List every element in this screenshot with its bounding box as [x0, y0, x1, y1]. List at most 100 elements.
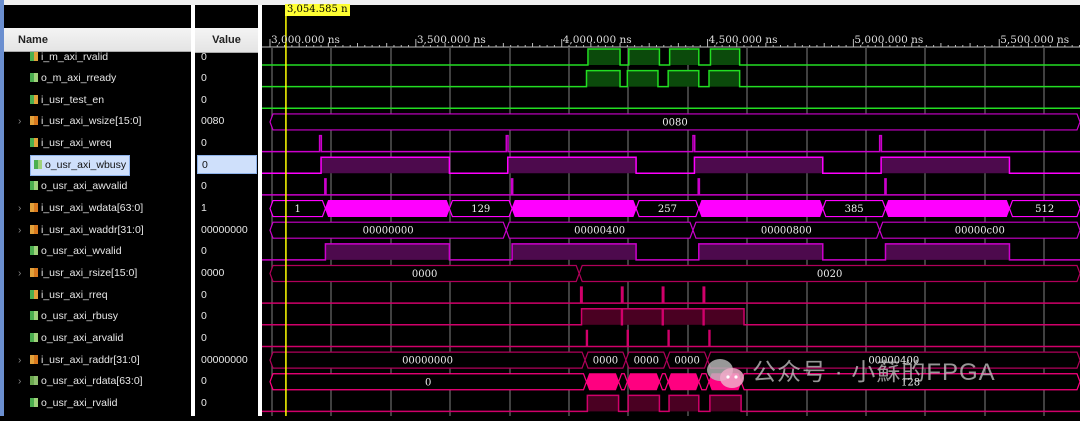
signal-row-o-usr-axi-wbusy[interactable]: o_usr_axi_wbusy: [30, 154, 131, 176]
signal-value: 0: [201, 331, 207, 344]
expand-chevron-icon[interactable]: ›: [18, 376, 22, 388]
signal-name: i_usr_axi_waddr[31:0]: [41, 223, 144, 236]
wire-output-icon: [30, 311, 38, 321]
signal-value: 0: [201, 50, 207, 63]
signal-row-o-usr-axi-rdata[interactable]: › o_usr_axi_rdata[63:0]: [18, 371, 143, 392]
svg-text:00000000: 00000000: [402, 356, 453, 367]
expand-chevron-icon[interactable]: ›: [18, 268, 22, 279]
bus-input-icon: [30, 116, 38, 126]
signal-row-o-usr-axi-rvalid[interactable]: o_usr_axi_rvalid: [30, 393, 117, 414]
signal-name: i_usr_axi_rsize[15:0]: [41, 267, 138, 279]
signal-row-o-usr-axi-awvalid[interactable]: o_usr_axi_awvalid: [30, 176, 127, 197]
expand-chevron-icon[interactable]: ›: [18, 354, 22, 366]
signal-name: i_usr_axi_wdata[63:0]: [41, 202, 144, 215]
signal-name: i_usr_axi_wsize[15:0]: [41, 115, 142, 128]
timeline-label: 5,500.000 ns: [1000, 34, 1070, 46]
signal-row-i-usr-axi-wsize[interactable]: › i_usr_axi_wsize[15:0]: [18, 111, 142, 132]
signal-row-i-usr-axi-rreq[interactable]: i_usr_axi_rreq: [30, 285, 108, 306]
wire-output-icon: [30, 397, 38, 407]
timeline-label: 4,500.000 ns: [708, 34, 778, 46]
bus-input-icon: [30, 268, 38, 277]
svg-text:0000: 0000: [634, 356, 659, 367]
bus-input-icon: [30, 354, 38, 364]
signal-value: 0: [201, 310, 207, 323]
window-top-bar: [0, 0, 1080, 5]
signal-value: 00000000: [201, 353, 248, 366]
wire-output-icon: [34, 159, 42, 169]
svg-text:1: 1: [295, 204, 301, 215]
wave-trace-o_usr_axi_rvalid: [262, 394, 1080, 413]
signal-row-i-usr-test-en[interactable]: i_usr_test_en: [30, 90, 104, 111]
signal-value: 0: [201, 137, 207, 150]
svg-text:0080: 0080: [662, 117, 687, 128]
cursor-time-label[interactable]: 3,054.585 n: [285, 4, 350, 16]
wire-output-icon: [30, 332, 38, 342]
expand-chevron-icon[interactable]: ›: [18, 224, 22, 236]
signal-value-panel: [195, 5, 258, 416]
timeline-label: 3,500.000 ns: [416, 34, 486, 46]
wave-trace-o_usr_axi_awvalid: [262, 178, 1080, 196]
signal-row-o-usr-axi-wvalid[interactable]: o_usr_axi_wvalid: [30, 241, 122, 262]
signal-value: 00000000: [201, 223, 248, 236]
signal-row-i-usr-axi-waddr[interactable]: › i_usr_axi_waddr[31:0]: [18, 220, 144, 241]
signal-value: 0080: [201, 115, 225, 128]
name-value-splitter[interactable]: [191, 5, 195, 416]
svg-text:129: 129: [471, 204, 490, 215]
signal-value: 0000: [201, 267, 225, 279]
signal-name: o_usr_axi_arvalid: [41, 331, 124, 344]
signal-name: o_usr_axi_rbusy: [41, 310, 119, 323]
bus-input-icon: [30, 224, 38, 234]
signal-name: i_usr_axi_raddr[31:0]: [41, 353, 140, 366]
expand-chevron-icon[interactable]: ›: [18, 116, 22, 128]
svg-text:0000: 0000: [593, 356, 618, 367]
value-wave-splitter[interactable]: [258, 5, 262, 416]
window-left-edge: [0, 0, 4, 416]
svg-text:0000: 0000: [674, 356, 699, 367]
signal-row-i-usr-axi-rsize[interactable]: › i_usr_axi_rsize[15:0]: [18, 263, 138, 284]
signal-name: o_usr_axi_awvalid: [41, 180, 128, 193]
wave-trace-o_usr_axi_rbusy: [262, 308, 1080, 326]
wire-input-icon: [30, 94, 38, 104]
signal-row-i-usr-axi-wdata[interactable]: › i_usr_axi_wdata[63:0]: [18, 198, 144, 219]
svg-text:128: 128: [901, 377, 920, 388]
wave-trace-o_m_axi_rready: [262, 69, 1080, 88]
bus-input-icon: [30, 203, 38, 213]
watermark-text: 公众号 · 小蘇的FPGA: [752, 359, 996, 386]
signal-value: 0: [201, 93, 207, 106]
svg-text:385: 385: [845, 204, 864, 215]
signal-row-i-usr-axi-raddr[interactable]: › i_usr_axi_raddr[31:0]: [18, 350, 140, 371]
svg-text:512: 512: [1035, 204, 1054, 215]
signal-row-i-usr-axi-wreq[interactable]: i_usr_axi_wreq: [30, 133, 112, 154]
signal-value: 0: [201, 72, 207, 85]
signal-value: 0: [197, 154, 257, 174]
expand-chevron-icon[interactable]: ›: [18, 203, 22, 215]
wire-input-icon: [30, 138, 38, 148]
svg-text:257: 257: [658, 204, 677, 215]
wave-trace-o_usr_axi_arvalid: [262, 329, 1080, 348]
timeline-label: 5,000.000 ns: [854, 34, 924, 46]
signal-name: i_usr_axi_wreq: [41, 137, 112, 150]
value-column-header[interactable]: Value: [195, 28, 258, 53]
svg-text:00000000: 00000000: [363, 226, 414, 237]
svg-text:00000400: 00000400: [868, 356, 919, 367]
signal-value: 0: [201, 288, 207, 301]
signal-row-o-usr-axi-rbusy[interactable]: o_usr_axi_rbusy: [30, 306, 118, 327]
waveform-canvas[interactable]: 0080 1 129 257 385 512 00000000 00000400 0000080…: [262, 5, 1080, 416]
wire-input-icon: [30, 51, 38, 61]
wire-output-icon: [30, 73, 38, 83]
signal-name: o_m_axi_rready: [41, 72, 117, 85]
timeline-label: 3,000.000 ns: [271, 34, 340, 46]
svg-text:00000c00: 00000c00: [955, 226, 1005, 237]
signal-name: o_usr_axi_wbusy: [45, 158, 127, 171]
signal-row-i-m-axi-rvalid[interactable]: i_m_axi_rvalid: [30, 47, 108, 68]
name-column-header[interactable]: Name: [4, 28, 191, 52]
svg-text:00000400: 00000400: [574, 226, 625, 237]
svg-text:00000800: 00000800: [761, 226, 812, 237]
signal-name: o_usr_axi_wvalid: [41, 245, 122, 258]
svg-text:0000: 0000: [412, 269, 437, 280]
signal-row-o-m-axi-rready[interactable]: o_m_axi_rready: [30, 68, 116, 89]
wire-output-icon: [30, 246, 38, 256]
signal-row-o-usr-axi-arvalid[interactable]: o_usr_axi_arvalid: [30, 328, 123, 349]
wechat-icon: [707, 359, 744, 388]
